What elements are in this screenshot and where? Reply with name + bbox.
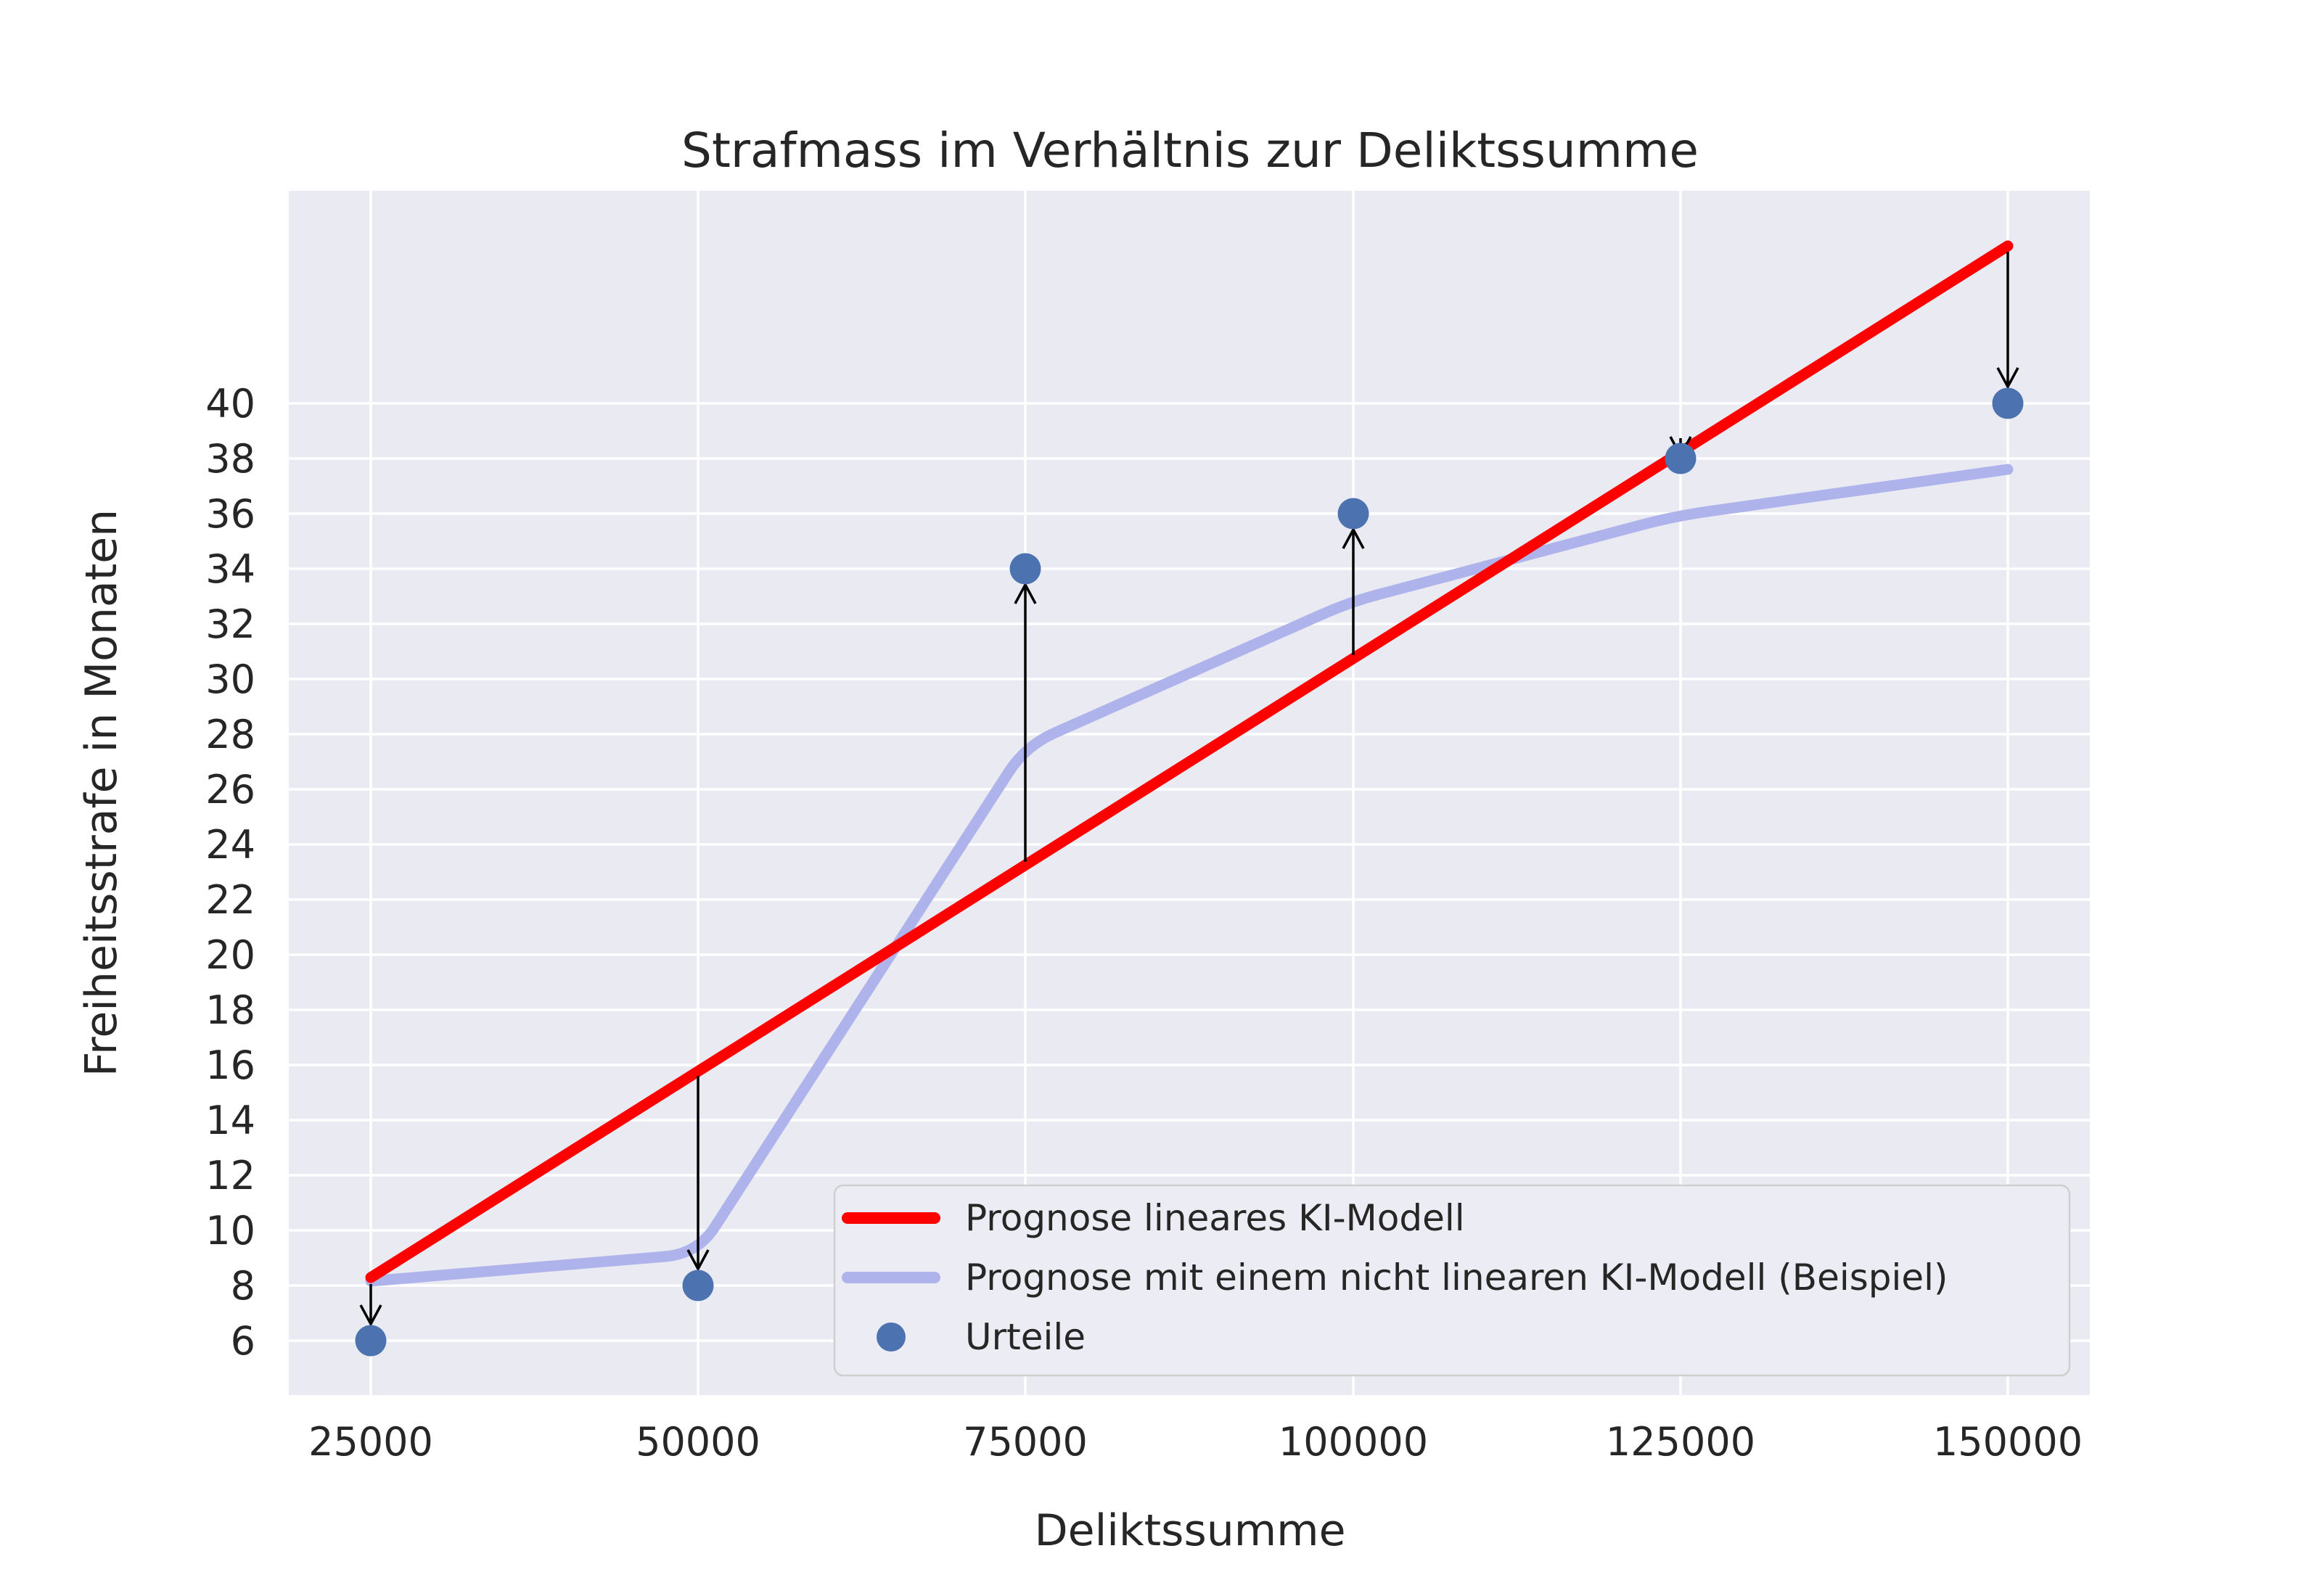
- x-axis-ticks: 25000 50000 75000 100000 125000 150000: [308, 1419, 2083, 1465]
- data-point: [682, 1270, 714, 1301]
- x-tick-label: 75000: [963, 1419, 1088, 1465]
- y-tick-label: 12: [205, 1153, 255, 1198]
- data-point: [1665, 443, 1697, 474]
- legend-label: Prognose lineares KI-Modell: [965, 1197, 1465, 1239]
- x-tick-label: 125000: [1606, 1419, 1755, 1465]
- data-point: [355, 1325, 387, 1357]
- residual-arrow: [686, 1076, 710, 1272]
- y-tick-label: 8: [231, 1263, 255, 1309]
- residual-arrow: [1996, 252, 2019, 390]
- y-axis-ticks: 40 38 36 34 32 30 28 26 24 22 20 18 16 1…: [205, 381, 255, 1364]
- x-tick-label: 50000: [636, 1419, 760, 1465]
- y-tick-label: 6: [231, 1318, 255, 1364]
- x-tick-label: 25000: [308, 1419, 433, 1465]
- chart-title: Strafmass im Verhältnis zur Deliktssumme: [681, 123, 1699, 178]
- residual-arrow: [1014, 582, 1037, 862]
- x-tick-label: 100000: [1279, 1419, 1428, 1465]
- nonlinear-model-line: [365, 464, 2014, 1287]
- horizontal-gridlines: [289, 402, 2090, 1342]
- data-point: [1337, 498, 1369, 530]
- y-tick-label: 36: [205, 491, 255, 537]
- x-axis-label: Deliktssumme: [1034, 1505, 1345, 1556]
- y-tick-label: 18: [205, 987, 255, 1033]
- legend: Prognose lineares KI-Modell Prognose mit…: [833, 1184, 2071, 1377]
- y-tick-label: 32: [205, 601, 255, 647]
- y-tick-label: 16: [205, 1042, 255, 1088]
- y-tick-label: 38: [205, 436, 255, 482]
- legend-label: Prognose mit einem nicht linearen KI-Mod…: [965, 1256, 1948, 1299]
- legend-box: [833, 1184, 2071, 1377]
- y-tick-label: 34: [205, 546, 255, 592]
- x-tick-label: 150000: [1933, 1419, 2083, 1465]
- y-tick-label: 28: [205, 712, 255, 757]
- y-tick-label: 10: [205, 1208, 255, 1254]
- y-axis-label: Freiheitsstrafe in Monaten: [76, 509, 127, 1077]
- y-tick-label: 22: [205, 877, 255, 923]
- y-tick-label: 20: [205, 932, 255, 978]
- y-tick-label: 14: [205, 1098, 255, 1143]
- residual-arrow: [359, 1284, 382, 1327]
- y-tick-label: 40: [205, 381, 255, 427]
- y-tick-label: 30: [205, 657, 255, 702]
- linear-model-line: [365, 240, 2014, 1283]
- legend-swatch-scatter-dot: [877, 1323, 906, 1352]
- y-tick-label: 26: [205, 767, 255, 813]
- data-point: [1992, 387, 2024, 419]
- scatter-points: [355, 387, 2024, 1357]
- y-tick-label: 24: [205, 822, 255, 868]
- data-point: [1009, 553, 1041, 585]
- legend-label: Urteile: [965, 1316, 1086, 1358]
- residual-arrow: [1342, 527, 1365, 655]
